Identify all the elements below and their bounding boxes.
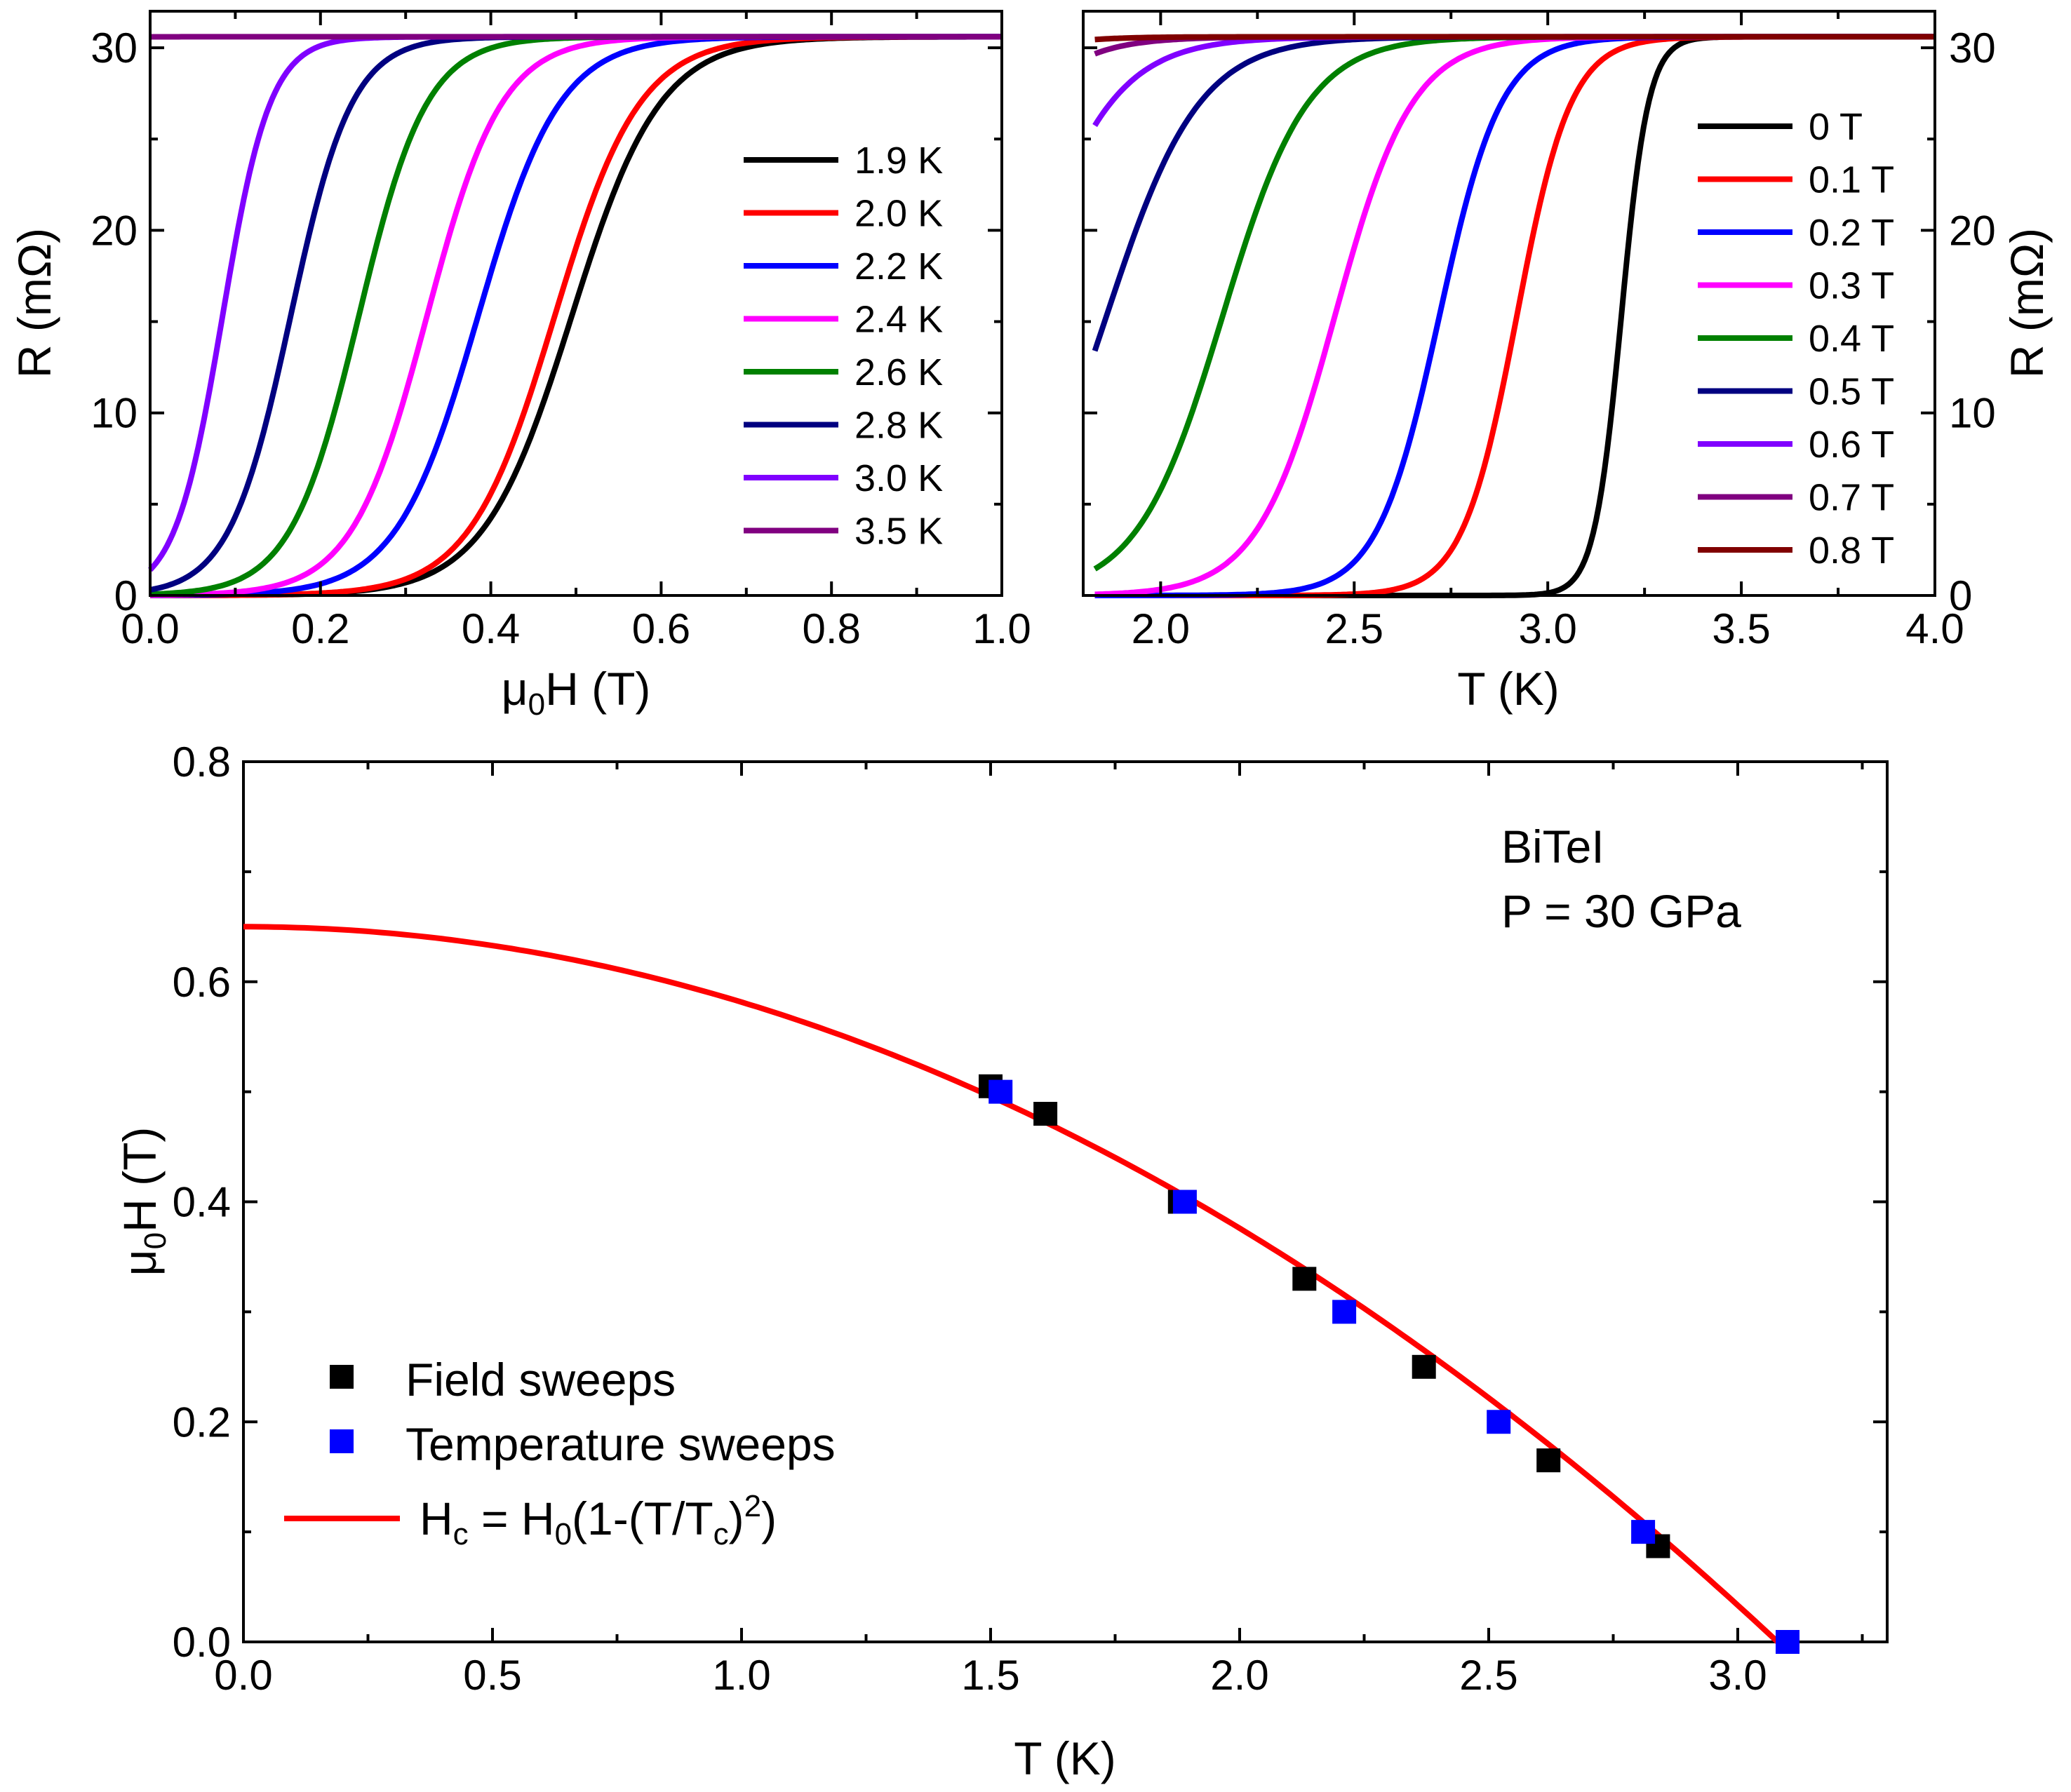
legend-field-sweeps-label: Field sweeps [406,1354,676,1406]
legend-label-2_4-K: 2.4 K [854,299,943,341]
legend-label-0_3-T: 0.3 T [1809,265,1894,307]
legend-temperature-sweeps-marker [330,1429,354,1453]
panel-a: 0.0 0.2 0.4 0.6 0.8 1.0 0 10 20 30 1.9 K 2.0 K 2.2 … [8,10,1031,722]
x-tick-label: 0.0 [121,605,179,652]
x-tick-label: 0.6 [632,605,690,652]
y-tick-label: 0 [1949,572,1972,619]
x-tick-label: 3.5 [1712,605,1770,652]
x-tick-label: 2.5 [1459,1652,1517,1699]
x-tick-label: 3.0 [1708,1652,1767,1699]
panel-b: 2.0 2.5 3.0 3.5 4.00 10 20 30 0 T 0.1 T 0.2 T 0.3 … [1082,10,2053,715]
legend-label-2_6-K: 2.6 K [854,351,943,393]
panel-c-annotation-material: BiTeI [1501,821,1604,873]
y-tick-label: 0.8 [173,739,231,786]
x-tick-label: 1.0 [712,1652,770,1699]
x-tick-label: 2.0 [1132,605,1190,652]
y-tick-label: 20 [91,207,138,254]
y-tick-label: 30 [91,25,138,72]
panel-b-frame [1082,10,1936,597]
legend-label-0_8-T: 0.8 T [1809,530,1894,572]
x-tick-label: 1.0 [972,605,1031,652]
x-tick-label: 3.0 [1518,605,1576,652]
panel-b-x-title: T (K) [1457,663,1559,715]
legend-label-0_6-T: 0.6 T [1809,424,1894,466]
y-tick-label: 0.0 [173,1619,231,1666]
legend-label-0_5-T: 0.5 T [1809,371,1894,413]
legend-field-sweeps-marker [330,1365,354,1389]
panel-a-y-title: R (mΩ) [8,228,60,378]
temperature-sweep-point-5 [1776,1630,1799,1654]
x-tick-label: 1.5 [961,1652,1019,1699]
x-tick-label: 0.8 [802,605,860,652]
legend-label-2_0-K: 2.0 K [854,193,943,235]
legend-fit-label: Hc = H0(1-(T/Tc)2) [420,1489,777,1551]
legend-label-1_9-K: 1.9 K [854,140,943,182]
panel-a-ticks: 0.0 0.2 0.4 0.6 0.8 1.0 0 10 20 30 [91,11,1031,652]
legend-label-0_7-T: 0.7 T [1809,477,1894,519]
x-tick-label: 0.2 [291,605,349,652]
temperature-sweep-point-1 [1172,1190,1197,1214]
panel-c-ticks: 0.0 0.5 1.0 1.5 2.0 2.5 3.0 0.0 0.2 0.4 0.6 0.8 [173,739,1887,1699]
panel-c-legend: Field sweeps Temperature sweeps Hc = H0(… [284,1354,836,1551]
x-tick-label: 0.4 [462,605,520,652]
y-tick-label: 20 [1949,207,1996,254]
panel-b-legend: 0 T 0.1 T 0.2 T 0.3 T 0.4 T 0.5 T 0.6 T 0.7 T 0.… [1698,106,1894,572]
field-sweep-point-3 [1292,1267,1317,1291]
series-line-0_8-T [1094,34,1935,43]
x-tick-label: 0.0 [214,1652,272,1699]
panel-b-ticks: 2.0 2.5 3.0 3.5 4.00 10 20 30 [1083,11,1996,652]
panel-a-legend: 1.9 K 2.0 K 2.2 K 2.4 K 2.6 K 2.8 K 3.0 K 3.5 K [744,140,943,553]
panel-c-points [979,1074,1799,1654]
y-tick-label: 0.4 [173,1179,231,1226]
legend-label-3_0-K: 3.0 K [854,457,943,499]
temperature-sweep-point-4 [1631,1520,1656,1544]
x-tick-label: 4.0 [1905,605,1964,652]
legend-temperature-sweeps-label: Temperature sweeps [406,1418,836,1470]
y-tick-label: 0 [114,572,138,619]
field-sweep-point-4 [1412,1354,1436,1379]
legend-label-3_5-K: 3.5 K [854,511,943,553]
y-tick-label: 0.6 [173,959,231,1006]
legend-label-0_1-T: 0.1 T [1809,159,1894,201]
panel-c-fit-curve [243,924,1780,1644]
legend-label-0-T: 0 T [1809,106,1863,148]
x-tick-label: 2.0 [1210,1652,1268,1699]
field-sweep-point-5 [1536,1448,1561,1473]
field-sweep-point-1 [1033,1102,1058,1126]
panel-c: 0.0 0.5 1.0 1.5 2.0 2.5 3.0 0.0 0.2 0.4 0.6 0.8 BiT… [114,739,1889,1784]
legend-label-0_2-T: 0.2 T [1809,212,1894,254]
y-tick-label: 10 [1949,390,1996,437]
legend-label-2_2-K: 2.2 K [854,245,943,288]
temperature-sweep-point-3 [1487,1410,1511,1434]
y-tick-label: 0.2 [173,1399,231,1446]
legend-label-0_4-T: 0.4 T [1809,318,1894,360]
x-tick-label: 2.5 [1325,605,1383,652]
temperature-sweep-point-0 [988,1079,1013,1104]
panel-a-x-title: μ0H (T) [502,663,651,722]
temperature-sweep-point-2 [1332,1300,1357,1324]
panel-c-annotation-pressure: P = 30 GPa [1501,885,1741,937]
y-tick-label: 10 [91,390,138,437]
panel-c-x-title: T (K) [1014,1732,1115,1784]
y-tick-label: 30 [1949,25,1996,72]
legend-label-2_8-K: 2.8 K [854,405,943,447]
panel-b-y-title: R (mΩ) [2001,228,2053,378]
panel-c-y-title: μ0H (T) [114,1127,173,1276]
x-tick-label: 0.5 [463,1652,521,1699]
